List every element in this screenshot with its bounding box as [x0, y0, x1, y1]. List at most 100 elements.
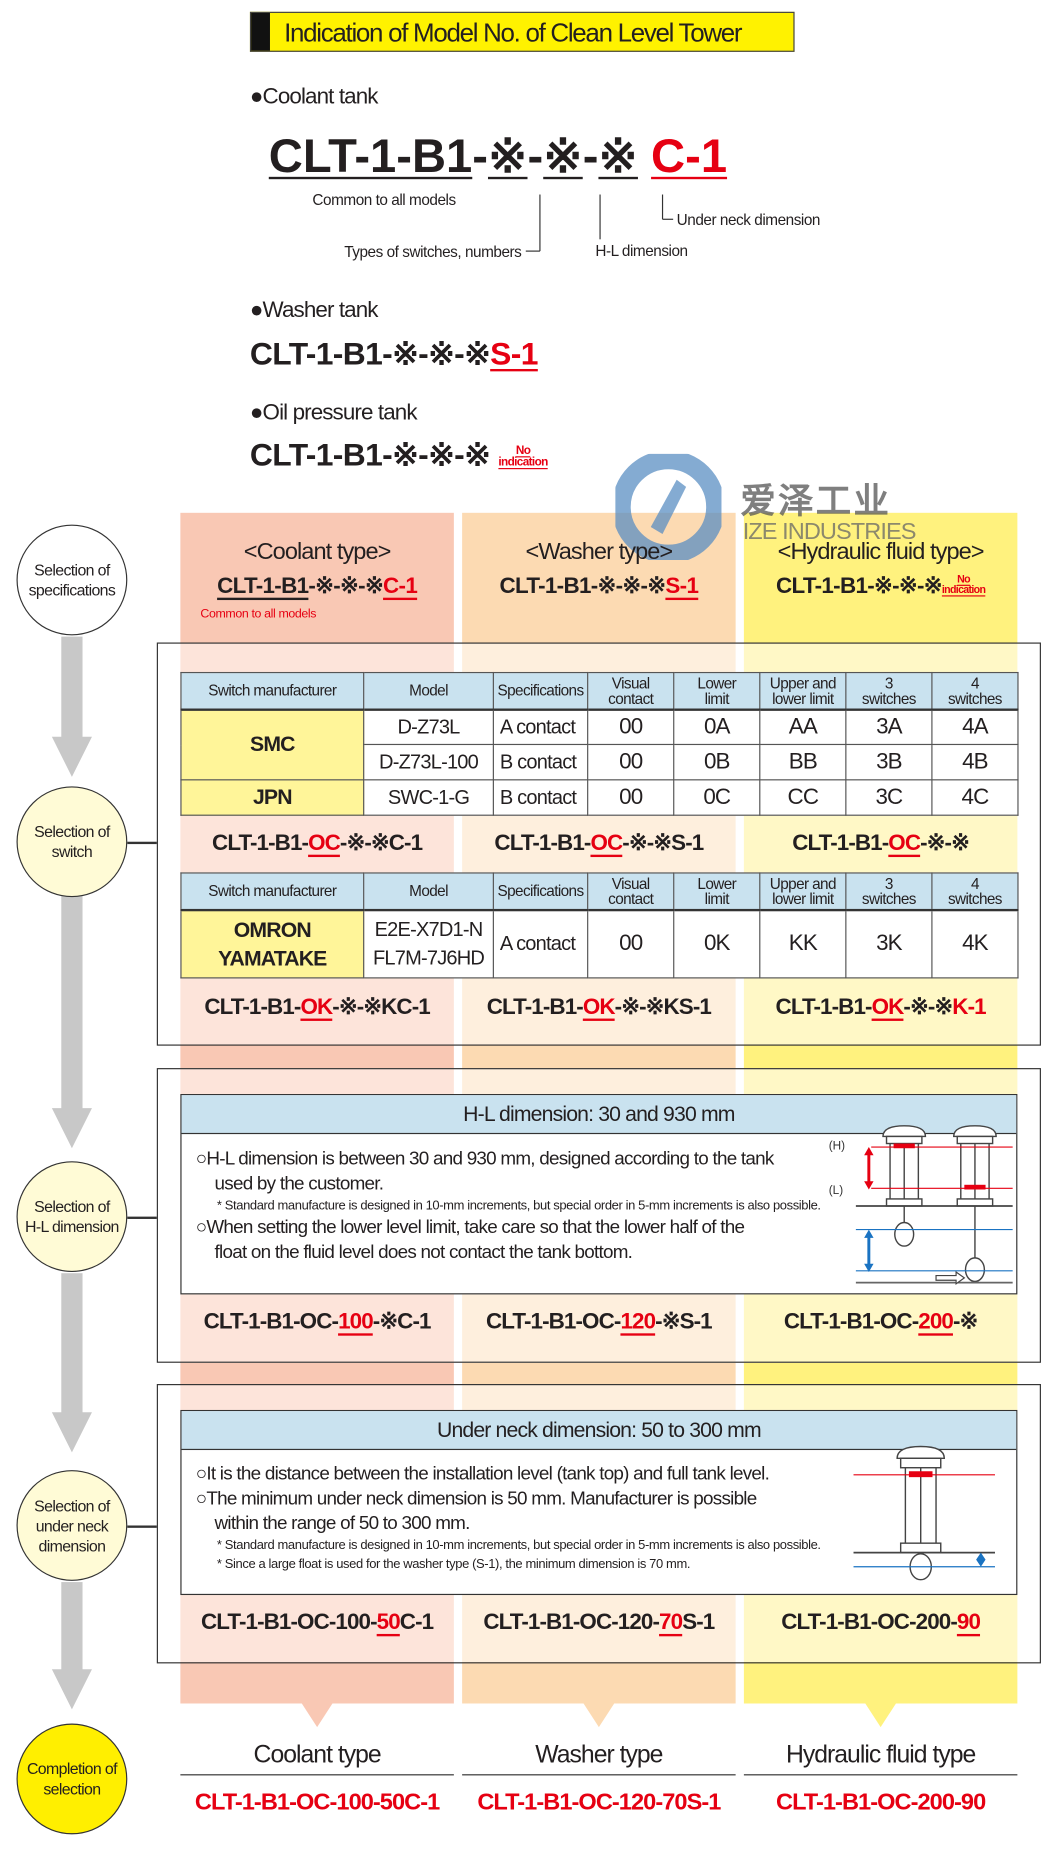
switch-code: 0C	[673, 779, 761, 816]
hl-point-2: ○When setting the lower level limit, tak…	[195, 1217, 745, 1238]
model-code-part: -※C-1	[372, 1309, 432, 1335]
label-under-neck: Under neck dimension	[676, 211, 821, 229]
coolant-pointer	[301, 1703, 333, 1728]
h-marker	[893, 1143, 915, 1149]
connector-hl	[127, 1216, 157, 1219]
model-code-part: ※	[598, 130, 638, 183]
model-code-variable-part: 90	[956, 1610, 981, 1636]
final-washer-label: Washer type	[462, 1741, 736, 1776]
switch-code: 3K	[845, 908, 933, 979]
flow-arrow-2	[61, 895, 83, 1120]
hydraulic-type-label: <Hydraulic fluid type>	[777, 538, 985, 565]
hydraulic-switch-model-k: CLT-1-B1-OK-※-※K-1	[744, 994, 1018, 1021]
table-header-row: Switch manufacturer Model Specifications Vi…	[180, 671, 1019, 711]
washer-under-neck-model: CLT-1-B1-OC-120-70S-1	[462, 1610, 736, 1636]
under-neck-selection-box	[156, 1384, 1041, 1664]
model-code-part: CLT-1-B1-	[486, 994, 584, 1020]
column-header: 4 switches	[931, 872, 1019, 911]
model-code-variable-part: 200	[918, 1309, 954, 1335]
under-neck-description: ○It is the distance between the installa…	[196, 1462, 821, 1574]
flow-arrowhead-4	[51, 1669, 92, 1710]
model-code-part: CLT-1-B1-	[775, 994, 873, 1020]
column-header: Specifications	[492, 671, 589, 711]
column-header: Switch manufacturer	[180, 671, 365, 711]
l-label: (L)	[829, 1184, 843, 1197]
model-code-variable-part: S-1	[665, 574, 699, 599]
hl-point-1-cont: used by the customer.	[214, 1174, 384, 1195]
model-code-part: CLT-1-B1-OC-200-	[781, 1610, 958, 1636]
column-header: Upper and lower limit	[759, 671, 847, 711]
hydraulic-pointer	[865, 1703, 896, 1728]
watermark-cn: 爱泽工业	[740, 482, 892, 522]
table-header-row: Switch manufacturer Model Specifications Vi…	[180, 872, 1019, 911]
model-code-part: CLT-1-B1-	[204, 994, 301, 1020]
switch-model: D-Z73L-100	[363, 743, 494, 781]
switch-code: 4B	[931, 743, 1019, 781]
switch-code: 4C	[931, 779, 1019, 816]
table-row: SMC D-Z73L A contact 00 0A AA 3A 4A	[180, 708, 1019, 781]
model-code-part: -※S-1	[655, 1309, 713, 1335]
coolant-switch-model: CLT-1-B1-OC-※-※C-1	[180, 830, 454, 857]
switch-code: 3C	[845, 779, 933, 816]
model-code-variable-part: S-1	[490, 335, 538, 372]
column-header: Visual contact	[587, 872, 675, 911]
hydraulic-base-model: CLT-1-B1-※-※-※ No indication	[744, 573, 1018, 600]
column-header: Upper and lower limit	[759, 872, 847, 911]
hl-heading: H-L dimension: 30 and 930 mm	[181, 1095, 1017, 1135]
table-row: JPN SWC-1-G B contact 00 0C CC 3C 4C	[180, 779, 1019, 816]
connector-switch	[127, 841, 157, 844]
column-header: Specifications	[492, 872, 589, 911]
flow-step-completion: Completion of selection	[16, 1723, 128, 1835]
flow-step-under-neck: Selection of under neck dimension	[16, 1470, 128, 1581]
title-accent-bar	[251, 12, 270, 51]
flow-arrow-1	[61, 636, 83, 749]
model-code-part: CLT-1-B1-※-※-※	[775, 574, 943, 599]
hl-description: ○H-L dimension is between 30 and 930 mm,…	[196, 1147, 821, 1265]
model-code-part: -※-※C-1	[339, 831, 423, 856]
tank	[896, 1445, 945, 1581]
flow-arrowhead-1	[51, 736, 92, 777]
washer-type-label: <Washer type>	[525, 538, 673, 565]
column-header: Model	[363, 671, 494, 711]
washer-pointer	[583, 1703, 615, 1728]
flow-step-hl: Selection of H-L dimension	[16, 1161, 128, 1273]
model-code-variable-part: OC	[308, 831, 341, 856]
switch-code: 0B	[673, 743, 761, 781]
hydraulic-header: <Hydraulic fluid type> CLT-1-B1-※-※-※ No …	[744, 539, 1018, 600]
model-code-part: CLT-1-B1-	[212, 831, 309, 856]
model-code-variable-part: C-1	[651, 130, 728, 183]
title-banner: Indication of Model No. of Clean Level T…	[249, 11, 795, 52]
no-indication-note: No indication	[498, 444, 548, 470]
switch-manufacturer: JPN	[180, 779, 365, 816]
switch-spec: B contact	[492, 779, 589, 816]
switch-spec: B contact	[492, 743, 589, 781]
switch-table-2: Switch manufacturer Model Specifications Vi…	[180, 872, 1019, 979]
column-header: Lower limit	[673, 872, 761, 911]
washer-tank-heading: ●Washer tank	[249, 298, 379, 324]
washer-switch-model-k: CLT-1-B1-OK-※-※KS-1	[462, 994, 736, 1021]
model-code-part: CLT-1-B1-OC-120-	[483, 1610, 660, 1636]
model-code-part: CLT-1-B1-※-※-※	[499, 574, 666, 599]
switch-code: 0A	[673, 708, 761, 746]
switch-code: 00	[587, 743, 675, 781]
float-arrow-icon	[935, 1270, 966, 1285]
model-code-part: CLT-1-B1-※-※-※	[249, 335, 491, 372]
coolant-common-note: Common to all models	[200, 607, 317, 622]
oil-model-code-text: CLT-1-B1-※-※-※	[250, 437, 491, 472]
washer-switch-model: CLT-1-B1-OC-※-※S-1	[462, 830, 736, 857]
model-code-variable-part: 100	[338, 1309, 374, 1335]
switch-table-1: Switch manufacturer Model Specifications Vi…	[180, 671, 1019, 816]
model-code-part: -	[582, 130, 599, 183]
under-neck-point-1: ○It is the distance between the installa…	[195, 1464, 770, 1485]
coolant-tank-heading: ●Coolant tank	[249, 84, 379, 110]
coolant-switch-model-k: CLT-1-B1-OK-※-※KC-1	[180, 994, 454, 1021]
switch-code: 00	[587, 708, 675, 746]
connector-under-neck	[127, 1525, 157, 1528]
hl-point-2-cont: float on the fluid level does not contac…	[214, 1242, 633, 1263]
model-code-part: -※	[952, 1309, 978, 1335]
column-header: 3 switches	[845, 671, 933, 711]
model-code-part: S-1	[682, 1610, 715, 1636]
hl-blue-arrow-icon	[864, 1229, 874, 1273]
model-code-part: C-1	[399, 1610, 434, 1636]
